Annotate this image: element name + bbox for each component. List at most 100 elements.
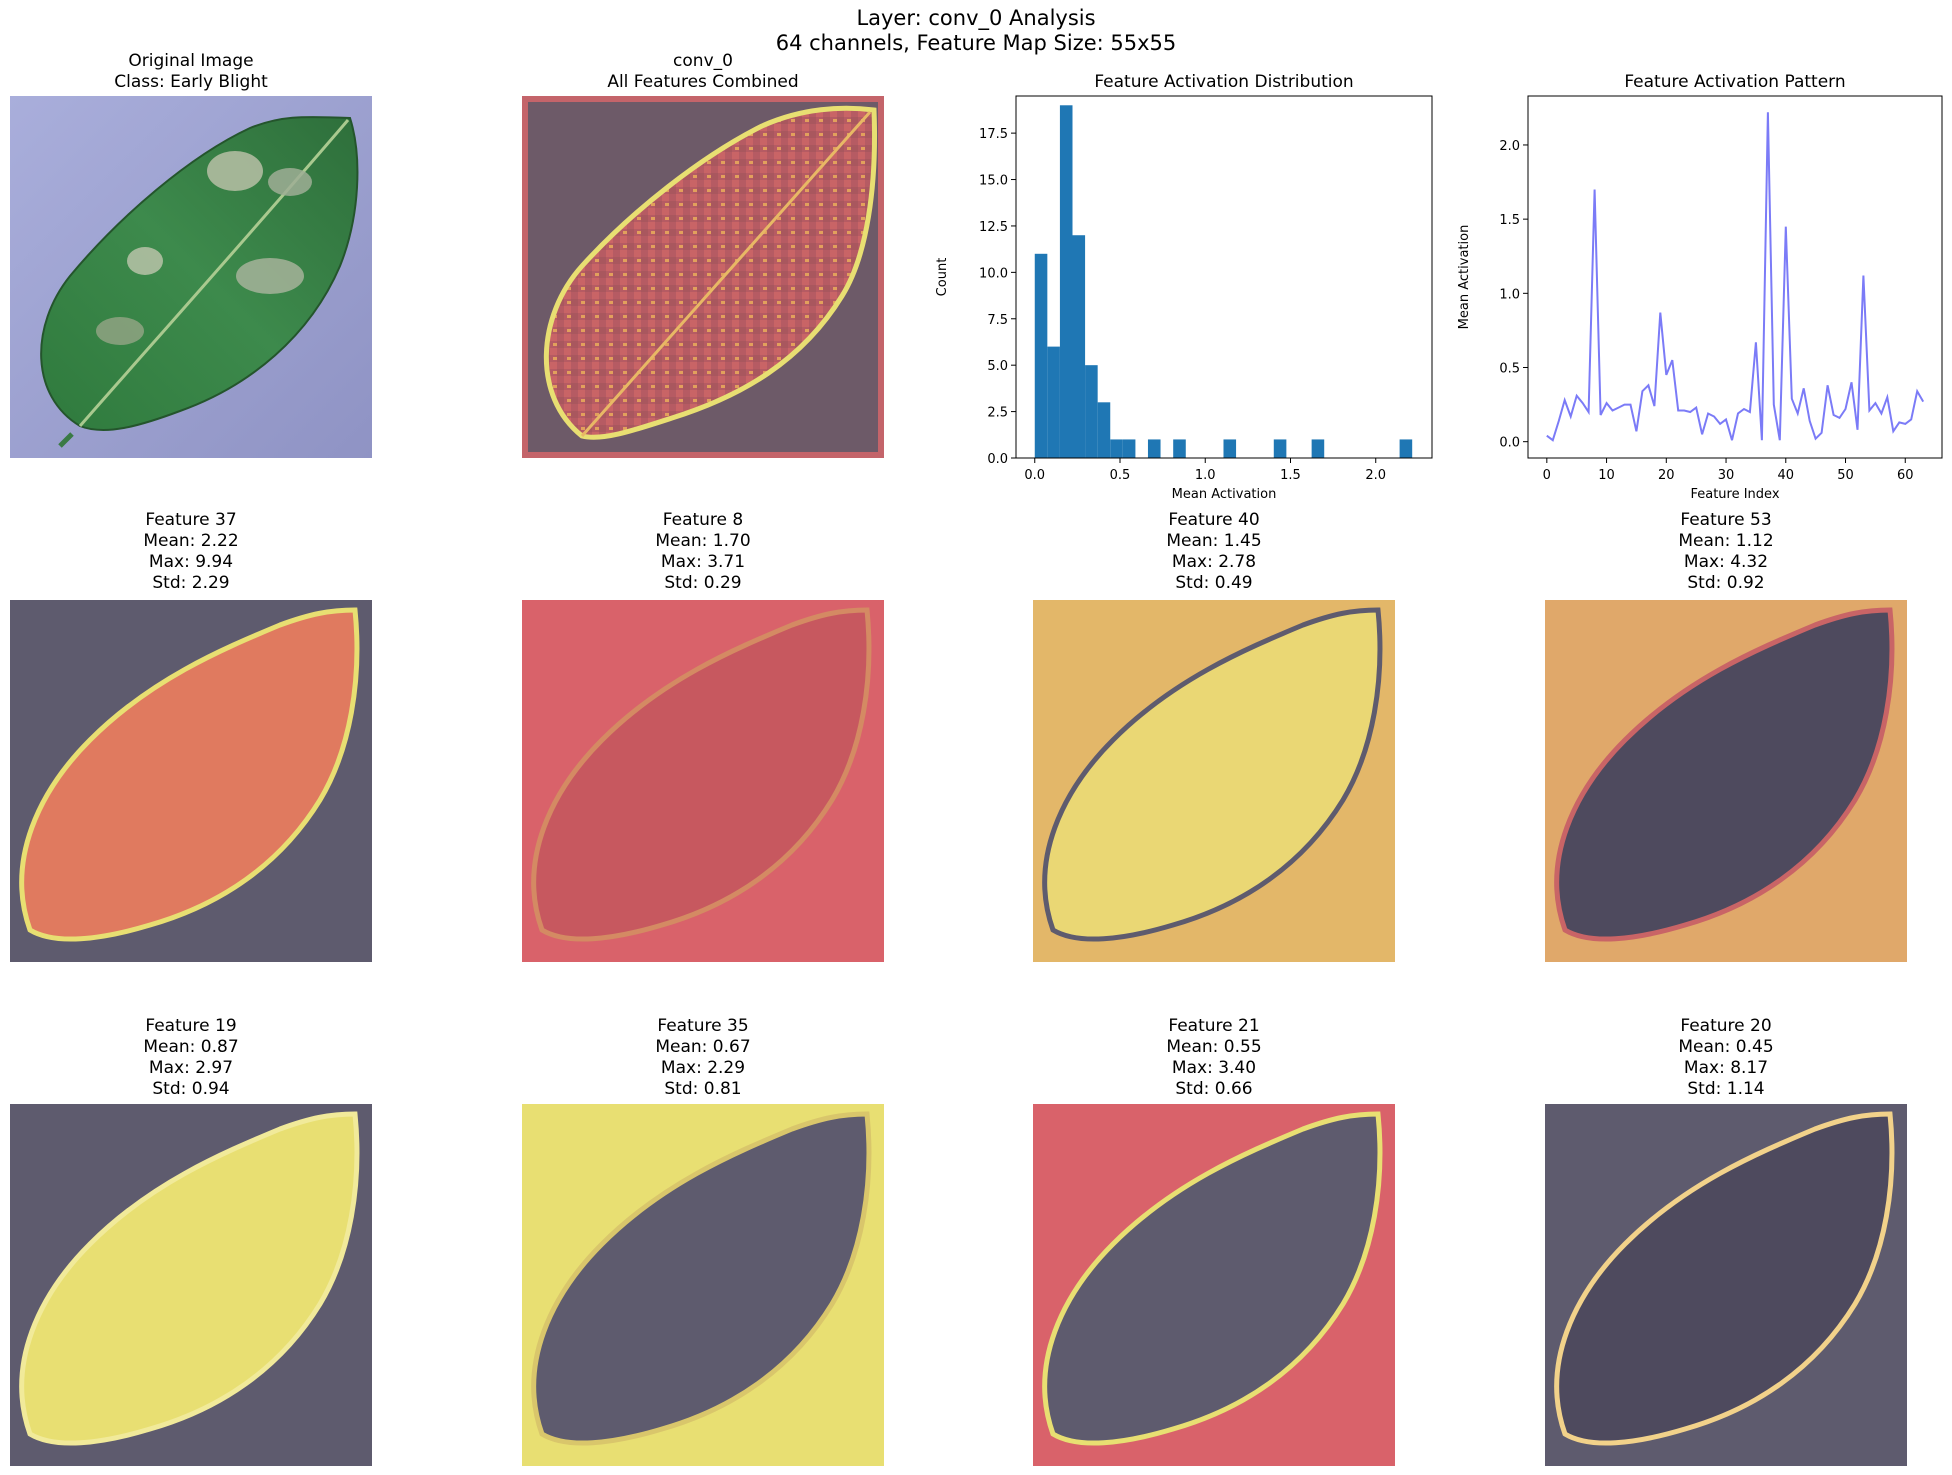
feature-title-block: Feature 53 Mean: 1.12 Max: 4.32 Std: 0.92 [1545, 510, 1907, 594]
feature-std: Std: 1.14 [1687, 1079, 1765, 1099]
feature-map-image [1545, 600, 1907, 962]
histogram-bar [1085, 365, 1098, 458]
feature-map-image [522, 600, 884, 962]
figure-title-line1: Layer: conv_0 Analysis [856, 6, 1096, 30]
y-tick-label: 2.5 [987, 406, 1008, 421]
y-tick-label: 0.5 [1499, 362, 1520, 377]
histogram-bar [1223, 439, 1237, 458]
x-tick-label: 1.0 [1195, 468, 1216, 483]
feature-title: Feature 20 [1680, 1016, 1772, 1036]
x-tick-label: 30 [1718, 468, 1735, 483]
feature-title: Feature 21 [1168, 1016, 1260, 1036]
feature-std: Std: 0.29 [664, 573, 742, 593]
y-tick-label: 12.5 [979, 220, 1008, 235]
y-tick-label: 0.0 [1499, 436, 1520, 451]
feature-map-image [10, 600, 372, 962]
feature-title-block: Feature 35 Mean: 0.67 Max: 2.29 Std: 0.81 [522, 1016, 884, 1100]
original-title-line1: Original Image [128, 51, 254, 71]
feature-std: Std: 0.49 [1175, 573, 1253, 593]
feature-map-image [1545, 1104, 1907, 1466]
histogram-bar [1034, 253, 1048, 458]
x-tick-label: 10 [1598, 468, 1615, 483]
feature-mean: Mean: 0.87 [143, 1037, 239, 1057]
feature-max: Max: 2.29 [660, 1058, 746, 1078]
feature-mean: Mean: 0.55 [1166, 1037, 1262, 1057]
feature-title-block: Feature 20 Mean: 0.45 Max: 8.17 Std: 1.14 [1545, 1016, 1907, 1100]
feature-map-leaf [531, 1111, 872, 1446]
x-tick-label: 20 [1658, 468, 1675, 483]
y-tick-label: 10.0 [979, 266, 1008, 281]
feature-title-block: Feature 40 Mean: 1.45 Max: 2.78 Std: 0.49 [1033, 510, 1395, 594]
x-tick-label: 40 [1778, 468, 1795, 483]
x-tick-label: 0 [1543, 468, 1551, 483]
histogram-bar [1110, 439, 1123, 458]
histogram-bar [1122, 439, 1136, 458]
y-tick-label: 5.0 [987, 359, 1008, 374]
feature-map-leaf [1554, 607, 1895, 942]
activation-series-line [1546, 112, 1925, 442]
feature-max: Max: 3.71 [660, 552, 746, 572]
feature-title: Feature 35 [657, 1016, 749, 1036]
x-axis-label: Feature Index [1690, 487, 1779, 502]
histogram-bar [1173, 439, 1186, 458]
feature-map-image [1033, 600, 1395, 962]
y-tick-label: 2.0 [1499, 139, 1520, 154]
combined-title: conv_0 All Features Combined [522, 51, 884, 93]
feature-std: Std: 0.94 [152, 1079, 230, 1099]
original-image-title: Original Image Class: Early Blight [10, 51, 372, 93]
feature-std: Std: 0.66 [1175, 1079, 1253, 1099]
y-tick-label: 1.0 [1499, 287, 1520, 302]
feature-title: Feature 40 [1168, 510, 1260, 530]
feature-map-leaf [1042, 1111, 1383, 1446]
feature-title: Feature 8 [662, 510, 744, 530]
feature-map-leaf [1042, 607, 1383, 942]
feature-max: Max: 4.32 [1683, 552, 1769, 572]
x-tick-label: 0.5 [1110, 468, 1131, 483]
figure-title-line2: 64 channels, Feature Map Size: 55x55 [775, 31, 1177, 55]
line-chart-title: Feature Activation Pattern [1624, 72, 1846, 92]
histogram-bar [1097, 402, 1111, 458]
histogram-chart: 0.0 0.5 1.0 1.5 2.0 0.0 2.5 5.0 7.5 10.0 12.5 15.0 1… [935, 95, 1433, 502]
feature-mean: Mean: 2.22 [143, 531, 239, 551]
feature-mean: Mean: 1.45 [1166, 531, 1262, 551]
histogram-bar [1311, 439, 1325, 458]
histogram-title: Feature Activation Distribution [1094, 72, 1354, 92]
original-leaf-image [10, 96, 372, 458]
x-tick-label: 60 [1897, 468, 1914, 483]
x-tick-label: 2.0 [1365, 468, 1386, 483]
combined-title-line2: All Features Combined [607, 72, 799, 92]
feature-title-block: Feature 19 Mean: 0.87 Max: 2.97 Std: 0.94 [10, 1016, 372, 1100]
feature-max: Max: 2.97 [148, 1058, 234, 1078]
combined-title-line1: conv_0 [673, 51, 733, 71]
histogram-bar [1072, 235, 1086, 458]
feature-title: Feature 53 [1680, 510, 1772, 530]
x-tick-label: 0.0 [1024, 468, 1045, 483]
y-axis-label: Count [935, 258, 950, 297]
line-chart: 0 10 20 30 40 50 60 0.0 0.5 1.0 1.5 2.0 Feature Inde… [1457, 95, 1943, 502]
feature-std: Std: 0.92 [1687, 573, 1765, 593]
leaf-shape [40, 116, 359, 432]
feature-std: Std: 2.29 [152, 573, 230, 593]
histogram-bar [1273, 439, 1287, 458]
histogram-bar [1147, 439, 1161, 458]
line-chart-frame [1527, 95, 1943, 459]
feature-mean: Mean: 0.45 [1678, 1037, 1774, 1057]
y-tick-label: 0.0 [987, 452, 1008, 467]
original-title-line2: Class: Early Blight [114, 72, 268, 92]
feature-title: Feature 37 [145, 510, 237, 530]
feature-mean: Mean: 1.70 [655, 531, 751, 551]
feature-map-image [10, 1104, 372, 1466]
histogram-frame [1015, 95, 1433, 459]
feature-max: Max: 9.94 [148, 552, 234, 572]
y-axis-label: Mean Activation [1457, 225, 1472, 330]
feature-map-leaf [19, 607, 360, 942]
feature-map-leaf [19, 1111, 360, 1446]
feature-mean: Mean: 0.67 [655, 1037, 751, 1057]
combined-feature-map [522, 96, 884, 458]
x-tick-label: 50 [1837, 468, 1854, 483]
histogram-bar [1047, 346, 1060, 458]
y-tick-label: 17.5 [979, 127, 1008, 142]
feature-title-block: Feature 21 Mean: 0.55 Max: 3.40 Std: 0.66 [1033, 1016, 1395, 1100]
feature-title-block: Feature 37 Mean: 2.22 Max: 9.94 Std: 2.29 [10, 510, 372, 594]
feature-max: Max: 8.17 [1683, 1058, 1769, 1078]
